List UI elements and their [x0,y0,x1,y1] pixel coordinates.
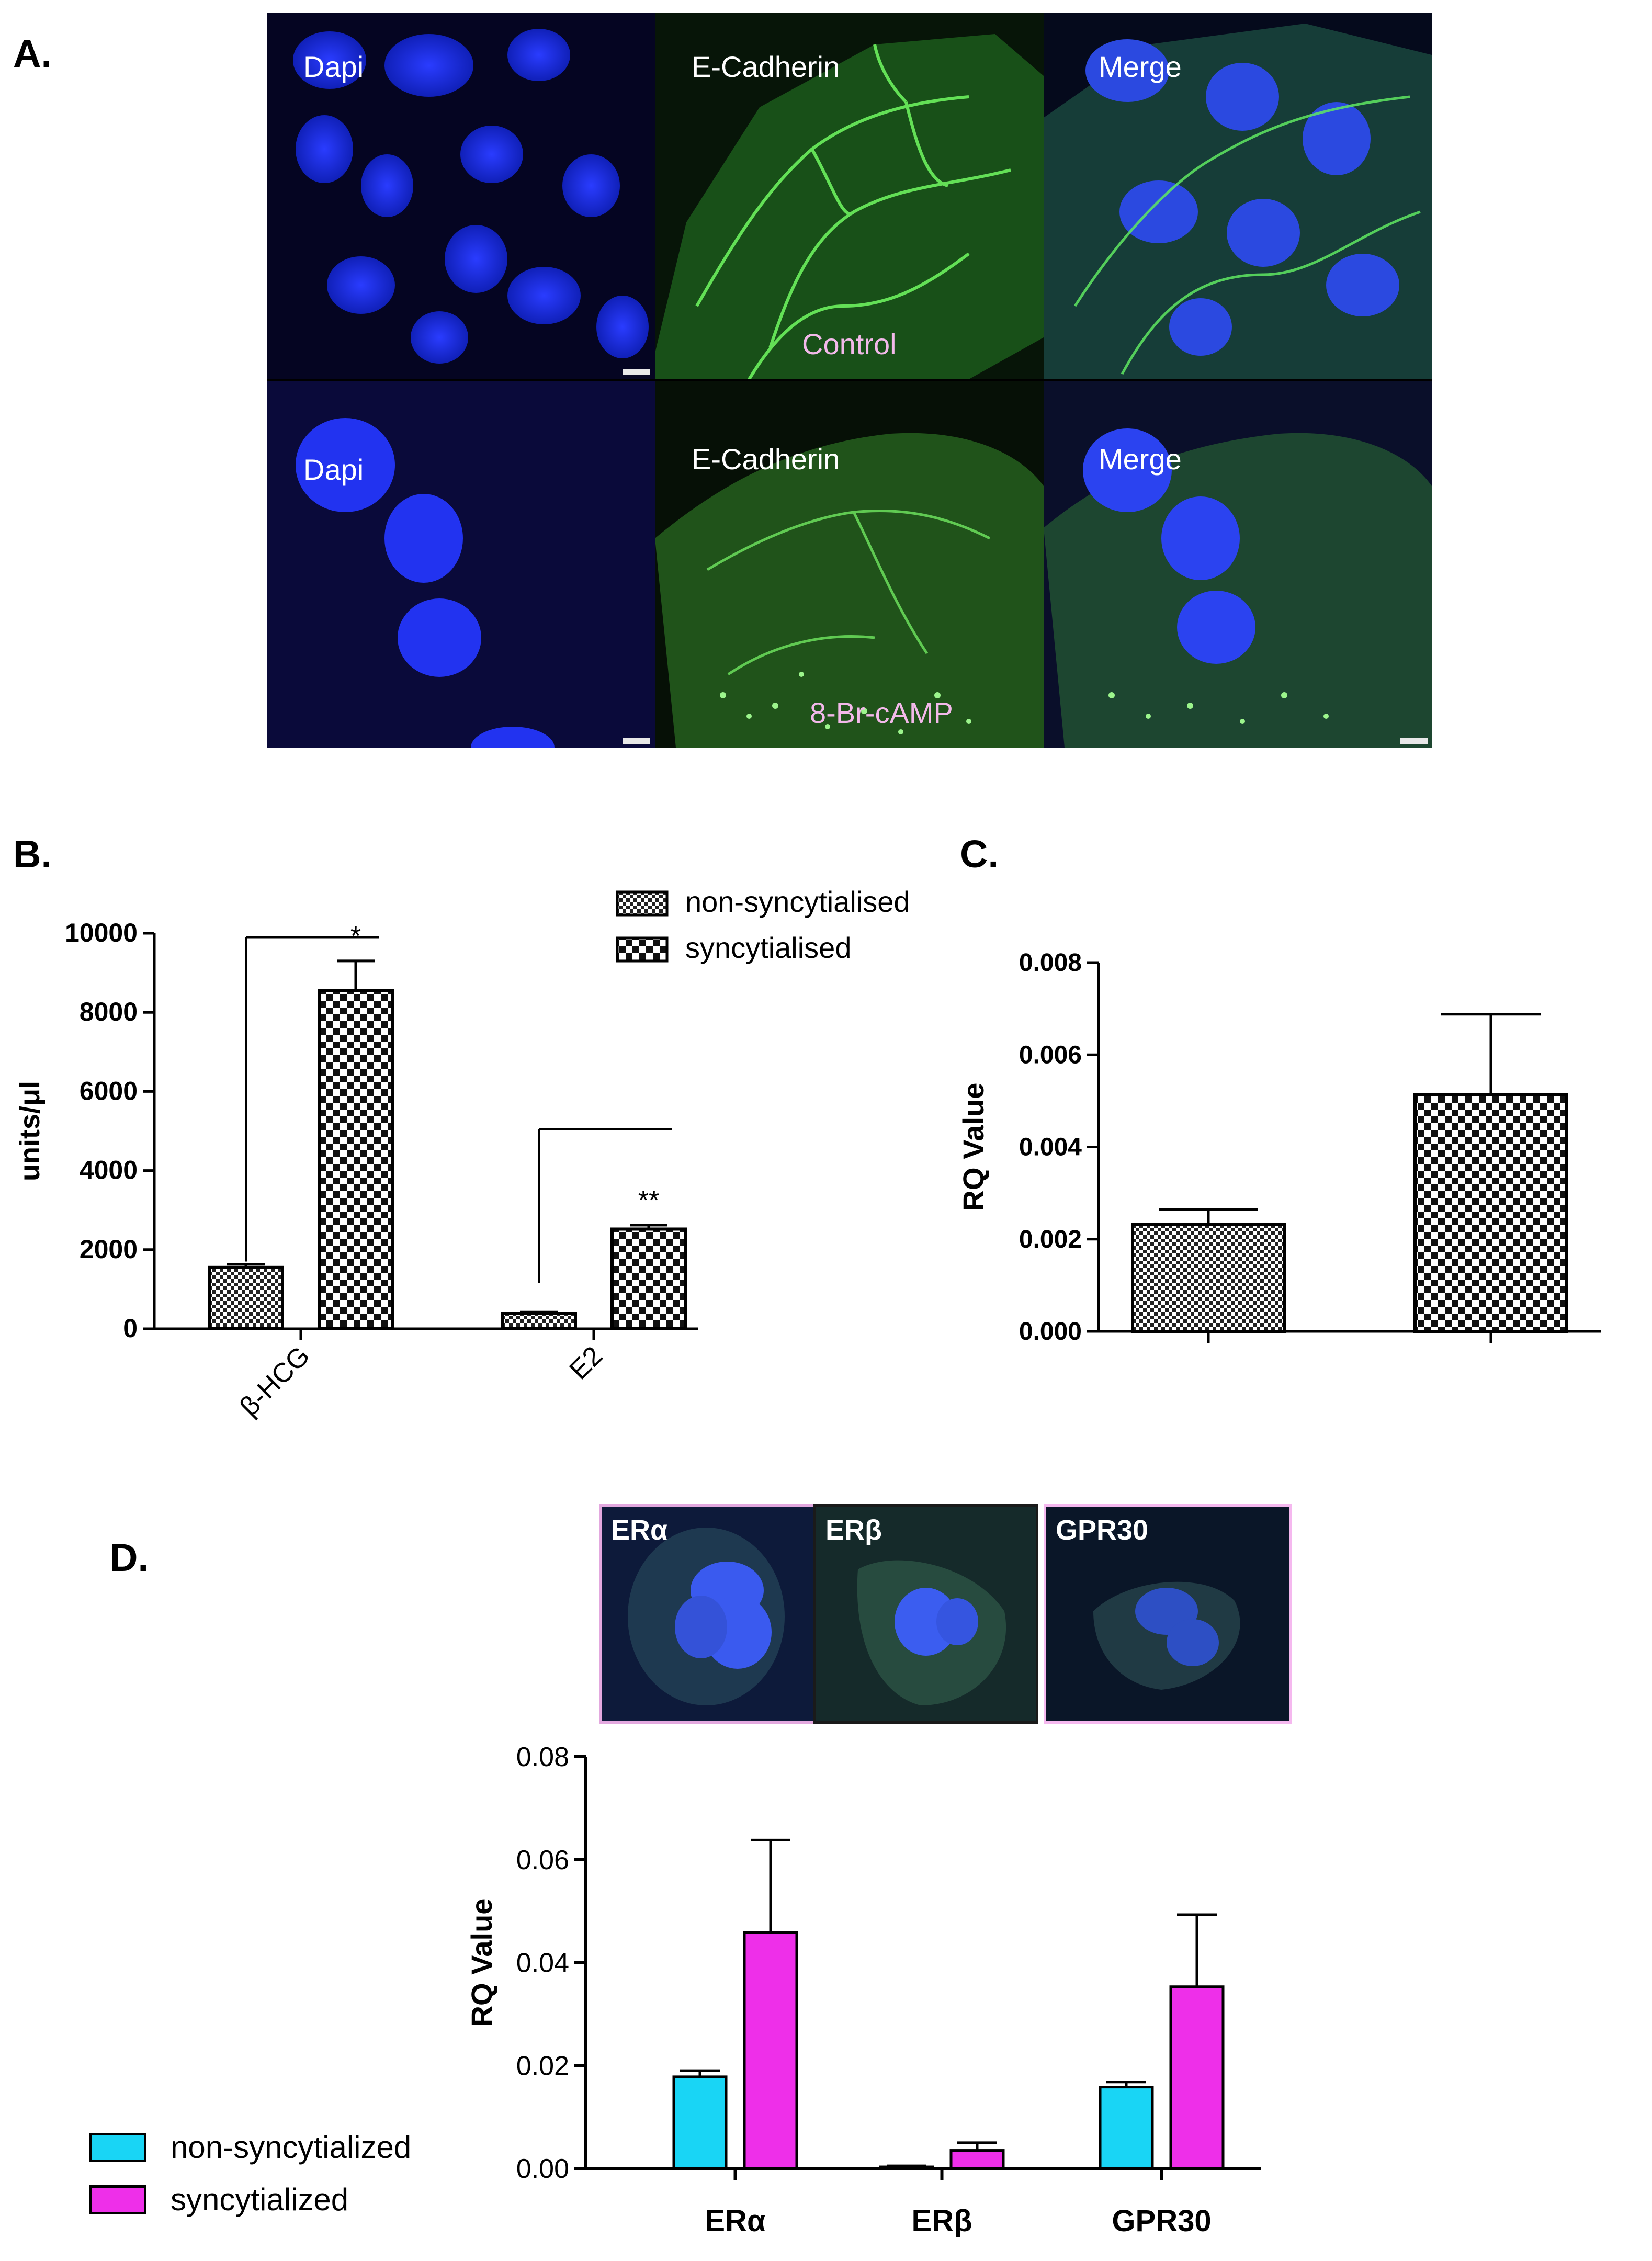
x-tick-label: GPR30 [1112,2204,1211,2238]
control-merge-image [1044,13,1432,379]
bar [743,1931,798,2170]
panel-label-c: C. [960,832,999,876]
merge-image [1044,381,1432,748]
bar [1131,1223,1286,1333]
bar [610,1227,687,1330]
control-dapi-image [267,13,655,379]
bar [318,989,394,1330]
bar [672,2075,728,2170]
y-tick-label: 0.000 [1019,1318,1082,1346]
cadherin-membrane-image [655,381,1044,748]
bar [1413,1093,1568,1333]
dapi-nuclei-image [267,13,655,379]
y-tick-label: 0.004 [1019,1134,1082,1161]
y-tick-label: 2000 [80,1235,138,1264]
panel-label-d: D. [110,1536,149,1579]
significance-label: * [350,921,361,952]
treated-merge-image [1044,381,1432,748]
dapi-nuclei-image [267,381,655,748]
y-tick-label: 0.02 [516,2051,569,2081]
label-e-cadherin: E-Cadherin [692,50,840,83]
x-tick-label: β-HCG [234,1340,315,1422]
scale-bar [623,369,650,375]
legend-item-syncytialized: syncytialized [89,2181,348,2218]
legend-swatch [89,2185,146,2214]
microscopy-grid: Dapi E-Cadherin Control [267,13,1432,748]
caption-control: Control [802,327,897,360]
image-label-er-alpha: ERα [611,1514,668,1546]
y-axis-label: units/μl [14,1081,46,1181]
legend-label: syncytialized [171,2182,349,2217]
treated-cadherin-image [655,381,1044,748]
bar [1099,2086,1154,2170]
y-tick-label: 0.08 [516,1742,569,1772]
scale-bar [623,738,650,744]
label-dapi: Dapi [303,50,364,83]
chart-d: 0.00 0.02 0.04 0.06 0.08 RQ Value ERα ERβ GPR30 [465,1742,1261,2238]
label-e-cadherin: E-Cadherin [692,443,840,476]
chart-c: 0.000 0.002 0.004 0.006 0.008 RQ Value [957,949,1601,1346]
bar [949,2149,1005,2170]
y-axis-label: RQ Value [957,1083,990,1212]
y-tick-label: 0.04 [516,1948,569,1979]
image-label-gpr30: GPR30 [1056,1514,1149,1546]
image-label-er-beta: ERβ [825,1514,882,1546]
x-tick-label: E2 [563,1340,608,1385]
y-tick-label: 4000 [80,1156,138,1185]
legend-swatch [89,2132,146,2162]
treated-dapi-image [267,381,655,748]
control-cadherin-image [655,13,1044,379]
y-axis-label: RQ Value [465,1898,498,2027]
gpr30-image: GPR30 [1044,1504,1292,1724]
bar [208,1265,284,1331]
label-merge: Merge [1099,50,1182,83]
y-tick-label: 0.006 [1019,1041,1082,1069]
panel-label-b: B. [13,832,52,876]
legend-swatch [616,936,669,963]
legend-label: non-syncytialized [171,2130,412,2165]
legend-label: non-syncytialised [685,885,910,918]
er-alpha-image: ERα [599,1504,816,1724]
x-tick-label: ERβ [912,2204,972,2238]
bar [501,1312,577,1330]
y-tick-label: 10000 [65,918,138,947]
y-tick-label: 0.002 [1019,1226,1082,1253]
x-tick-label: ERα [705,2204,766,2238]
legend-label: syncytialised [685,931,851,964]
y-tick-label: 8000 [80,997,138,1026]
caption-8-br-camp: 8-Br-cAMP [810,696,953,729]
legend-item-non-syncytialized: non-syncytialized [89,2129,411,2165]
y-tick-label: 6000 [80,1076,138,1105]
label-merge: Merge [1099,443,1182,476]
merge-image [1044,13,1432,379]
legend-swatch [616,890,669,917]
y-tick-label: 0.06 [516,1845,569,1875]
panel-label-a: A. [13,32,52,75]
y-tick-label: 0.008 [1019,949,1082,977]
y-tick-label: 0.00 [516,2154,569,2184]
scale-bar [1400,738,1428,744]
cadherin-membrane-image [655,13,1044,379]
label-dapi: Dapi [303,453,364,486]
significance-label: ** [638,1185,659,1216]
bar [1169,1985,1225,2170]
er-beta-image: ERβ [813,1504,1038,1724]
y-tick-label: 0 [123,1314,138,1343]
